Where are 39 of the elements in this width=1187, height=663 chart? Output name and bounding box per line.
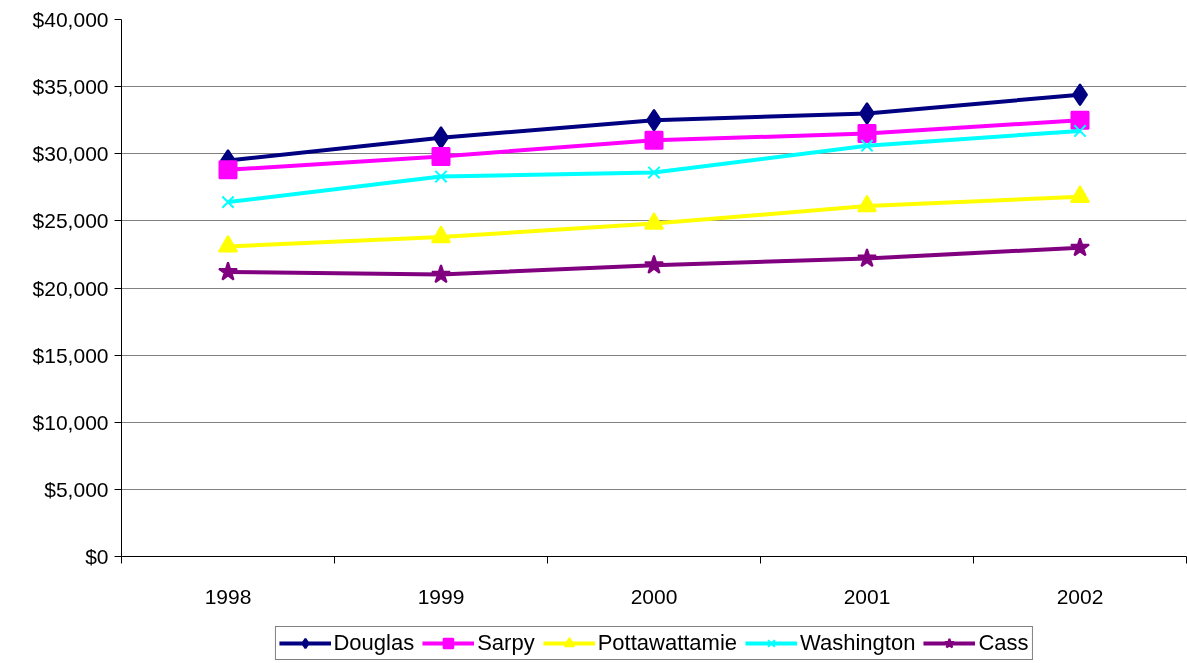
x-tick-label: 1998	[204, 584, 252, 608]
point	[1070, 185, 1090, 203]
point	[434, 169, 448, 184]
x-tick-label: 2002	[1056, 584, 1104, 608]
legend-label: Pottawattamie	[597, 629, 738, 656]
y-tick-label: $40,000	[32, 8, 109, 31]
y-tick-label: $15,000	[32, 343, 109, 367]
point	[1069, 237, 1091, 257]
y-tick-label: $35,000	[32, 75, 109, 99]
point	[857, 194, 877, 213]
x-tick-label: 2001	[843, 584, 891, 608]
point	[644, 212, 664, 230]
point	[430, 264, 452, 284]
y-tick-label: $10,000	[32, 410, 109, 434]
y-tick-label: $25,000	[32, 209, 109, 233]
x-tick-label: 1999	[417, 584, 465, 608]
point	[857, 124, 877, 144]
point	[1073, 124, 1087, 138]
point	[431, 225, 451, 244]
point	[221, 195, 235, 209]
x-tick-label: 2000	[630, 584, 678, 608]
point	[1070, 110, 1090, 130]
y-tick-label: $20,000	[32, 276, 109, 300]
point	[856, 247, 878, 268]
y-tick-label: $0	[85, 545, 109, 568]
point	[647, 165, 661, 180]
y-tick-label: $5,000	[44, 477, 109, 501]
legend-label: Cass	[978, 629, 1029, 656]
legend-label: Washington	[800, 629, 916, 656]
point	[218, 160, 238, 180]
legend-label: Sarpy	[477, 629, 535, 656]
point	[217, 261, 239, 281]
point	[860, 139, 874, 153]
point	[644, 130, 664, 150]
point	[431, 146, 451, 166]
point	[643, 254, 665, 274]
point	[218, 234, 238, 253]
legend-label: Douglas	[333, 629, 415, 656]
y-tick-label: $30,000	[32, 142, 109, 166]
